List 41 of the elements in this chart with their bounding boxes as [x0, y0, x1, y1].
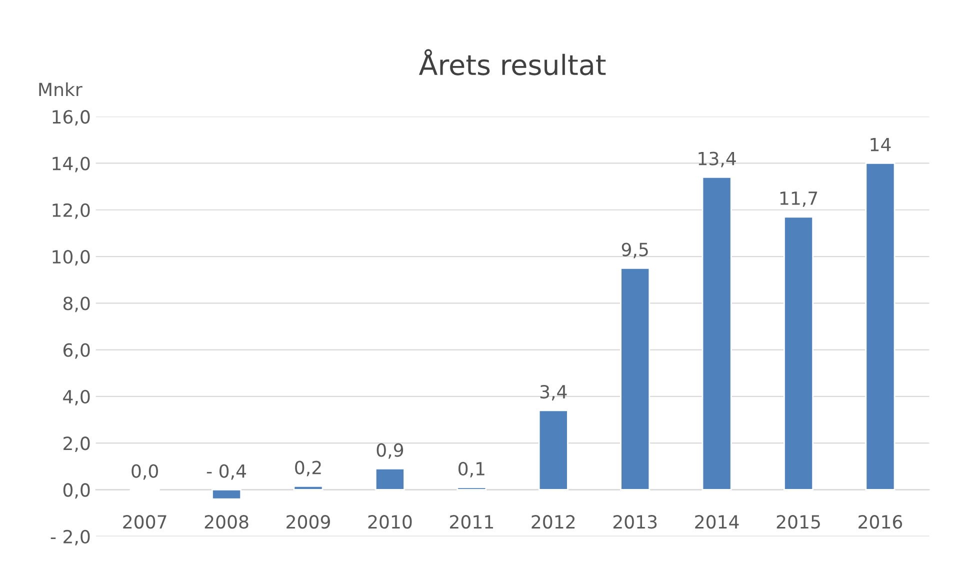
x-tick-label: 2009 [286, 515, 330, 529]
y-tick-label: 14,0 [52, 156, 90, 172]
y-tick-label: 0,0 [63, 483, 90, 499]
y-tick-label: 2,0 [64, 436, 90, 452]
x-tick-label: 2007 [123, 515, 166, 529]
data-label: 0,0 [132, 464, 158, 480]
bar [456, 486, 487, 490]
bar [538, 410, 568, 490]
x-tick-label: 2015 [776, 515, 820, 529]
bar [374, 468, 405, 490]
bar [865, 162, 896, 490]
y-tick-label: 4,0 [63, 390, 90, 406]
x-tick-label: 2011 [450, 515, 493, 529]
bar [212, 489, 242, 500]
y-tick-label: 16,0 [52, 110, 90, 126]
y-axis-title: Mnkr [39, 82, 82, 96]
y-tick-label: - 2,0 [50, 530, 90, 546]
x-tick-label: 2008 [204, 515, 248, 529]
y-tick-label: 8,0 [63, 296, 90, 312]
x-tick-label: 2013 [613, 515, 657, 529]
x-tick-label: 2012 [532, 515, 575, 529]
chart-title: Årets resultat [418, 49, 606, 76]
data-label: 14 [870, 138, 891, 152]
y-tick-label: 12,0 [52, 203, 90, 219]
bar [293, 486, 324, 490]
x-tick-label: 2016 [858, 515, 902, 529]
x-tick-label: 2010 [368, 515, 412, 529]
data-label: 13,4 [698, 152, 736, 168]
y-tick-label: 6,0 [63, 343, 90, 359]
data-label: 11,7 [780, 192, 818, 207]
y-tick-label: 10,0 [52, 250, 90, 266]
data-label: - 0,4 [206, 464, 246, 480]
bar [784, 216, 814, 490]
bar [702, 176, 732, 490]
data-label: 3,4 [540, 384, 567, 400]
data-label: 9,5 [622, 242, 648, 258]
data-label: 0,9 [376, 443, 404, 459]
x-tick-label: 2014 [695, 515, 739, 529]
bar [620, 267, 650, 490]
data-label: 0,2 [295, 460, 321, 476]
data-label: 0,1 [458, 462, 484, 478]
